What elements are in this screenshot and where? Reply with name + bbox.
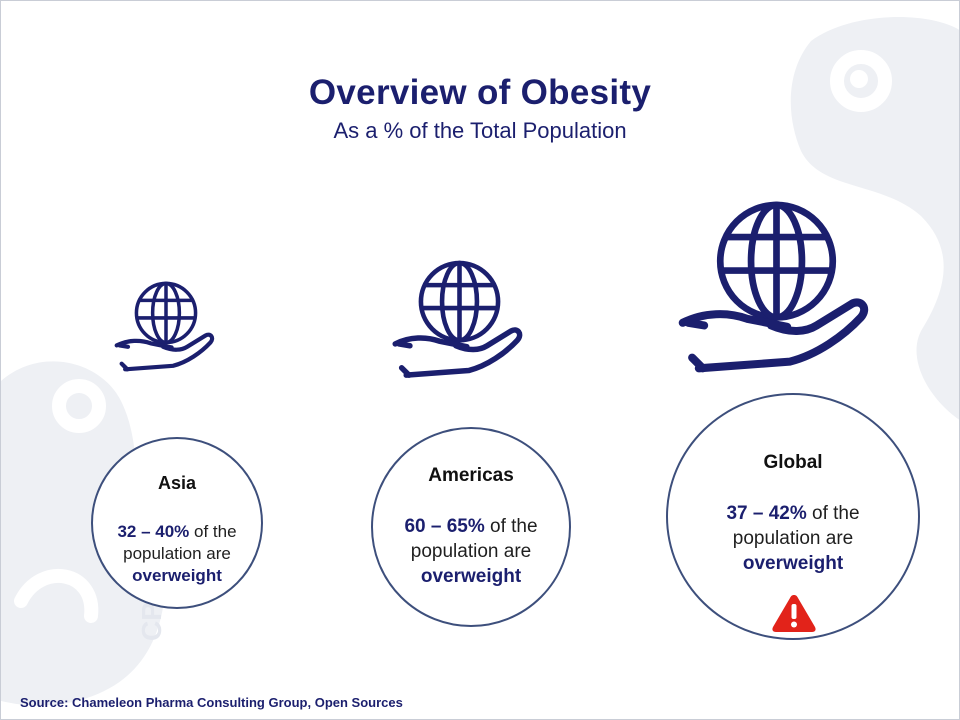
region-text-before: of the bbox=[194, 522, 237, 541]
region-name: Asia bbox=[157, 473, 197, 493]
region-text-mid: population are bbox=[123, 544, 231, 563]
region-keyword: overweight bbox=[742, 553, 844, 574]
region-range: 37 – 42% bbox=[726, 503, 807, 524]
region-text-before: of the bbox=[490, 516, 538, 537]
region-keyword: overweight bbox=[420, 566, 522, 587]
region-name: Americas bbox=[428, 465, 514, 486]
region-stat: 37 – 42% of the population are overweigh… bbox=[692, 501, 894, 576]
region-stat: 32 – 40% of the population are overweigh… bbox=[99, 521, 255, 587]
region-circle-asia: Asia 32 – 40% of the population are over… bbox=[91, 437, 263, 609]
region-range: 60 – 65% bbox=[404, 516, 485, 537]
globe-in-hand-icon bbox=[106, 269, 226, 389]
source-note: Source: Chameleon Pharma Consulting Grou… bbox=[20, 695, 403, 710]
warning-triangle-icon bbox=[772, 595, 816, 632]
page-title: Overview of Obesity bbox=[308, 73, 652, 112]
page-subtitle: As a % of the Total Population bbox=[333, 118, 627, 143]
globe-in-hand-icon bbox=[674, 186, 879, 391]
region-text-mid: population are bbox=[732, 528, 854, 549]
region-name: Global bbox=[763, 452, 823, 473]
region-circle-global: Global 37 – 42% of the population are ov… bbox=[666, 393, 920, 640]
region-text-before: of the bbox=[812, 503, 860, 524]
region-text-mid: population are bbox=[410, 541, 532, 562]
region-stat: 60 – 65% of the population are overweigh… bbox=[381, 514, 561, 589]
region-circle-americas: Americas 60 – 65% of the population are … bbox=[371, 427, 571, 627]
globe-in-hand-icon bbox=[387, 246, 532, 396]
region-range: 32 – 40% bbox=[117, 522, 190, 541]
region-keyword: overweight bbox=[132, 566, 222, 585]
